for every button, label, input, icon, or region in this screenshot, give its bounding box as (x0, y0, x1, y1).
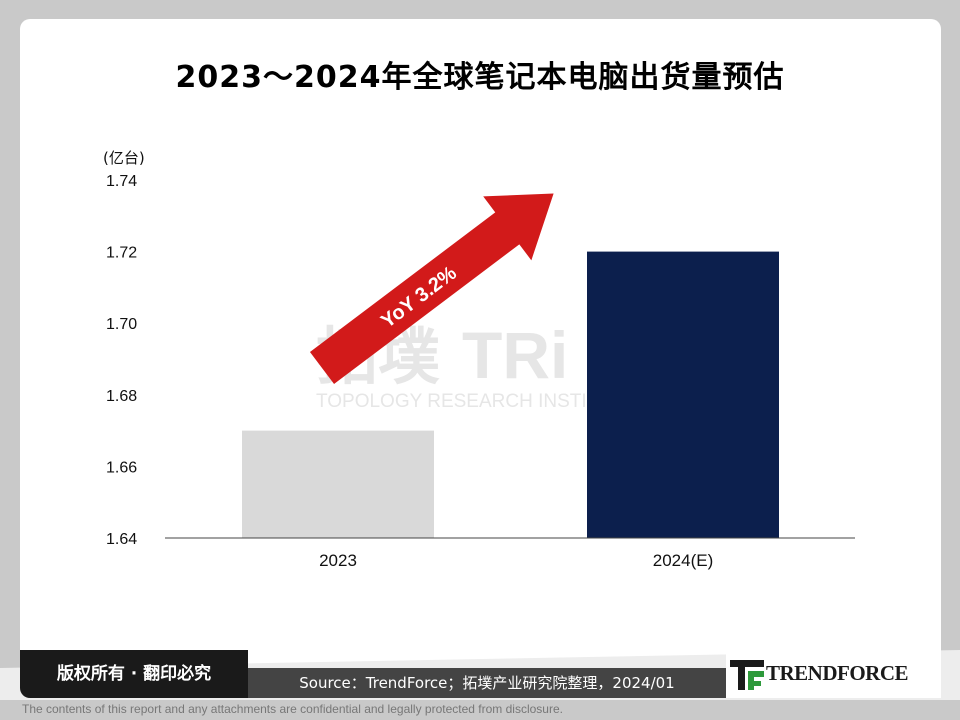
bar-2023 (242, 430, 434, 538)
source-note: Source：TrendForce；拓墣产业研究院整理，2024/01 (248, 668, 726, 698)
yoy-arrow: YoY 3.2% (309, 193, 554, 384)
bars (242, 251, 779, 538)
brand-name: TRENDFORCE (766, 661, 909, 685)
y-axis-unit: (亿台) (103, 149, 145, 167)
bar-chart: 1.74 1.72 1.70 1.68 1.66 1.64 (亿台) 2023 2024(E… (103, 149, 855, 570)
watermark-en: TOPOLOGY RESEARCH INSTITUTE (316, 391, 636, 410)
y-tick-label: 1.70 (106, 316, 137, 333)
y-axis-ticks: 1.74 1.72 1.70 1.68 1.66 1.64 (106, 173, 137, 548)
page-title: 2023～2024年全球笔记本电脑出货量预估 (175, 60, 785, 95)
y-tick-label: 1.64 (106, 531, 137, 548)
x-category-label: 2023 (319, 551, 357, 570)
y-tick-label: 1.68 (106, 388, 137, 405)
y-tick-label: 1.72 (106, 245, 137, 262)
chart-card (20, 19, 941, 679)
rights-notice: 版权所有 · 翻印必究 (20, 650, 248, 698)
yoy-arrow-shape (309, 193, 554, 384)
y-tick-label: 1.74 (106, 173, 137, 190)
brand-block: TRENDFORCE (726, 648, 941, 698)
y-tick-label: 1.66 (106, 459, 137, 476)
x-category-label: 2024(E) (653, 551, 713, 570)
trendforce-logo-icon (730, 660, 764, 690)
disclaimer: The contents of this report and any atta… (22, 702, 563, 716)
bar-2024e (587, 251, 779, 538)
x-axis-categories: 2023 2024(E) (319, 551, 713, 570)
watermark-logo-text: TRi (462, 318, 568, 392)
